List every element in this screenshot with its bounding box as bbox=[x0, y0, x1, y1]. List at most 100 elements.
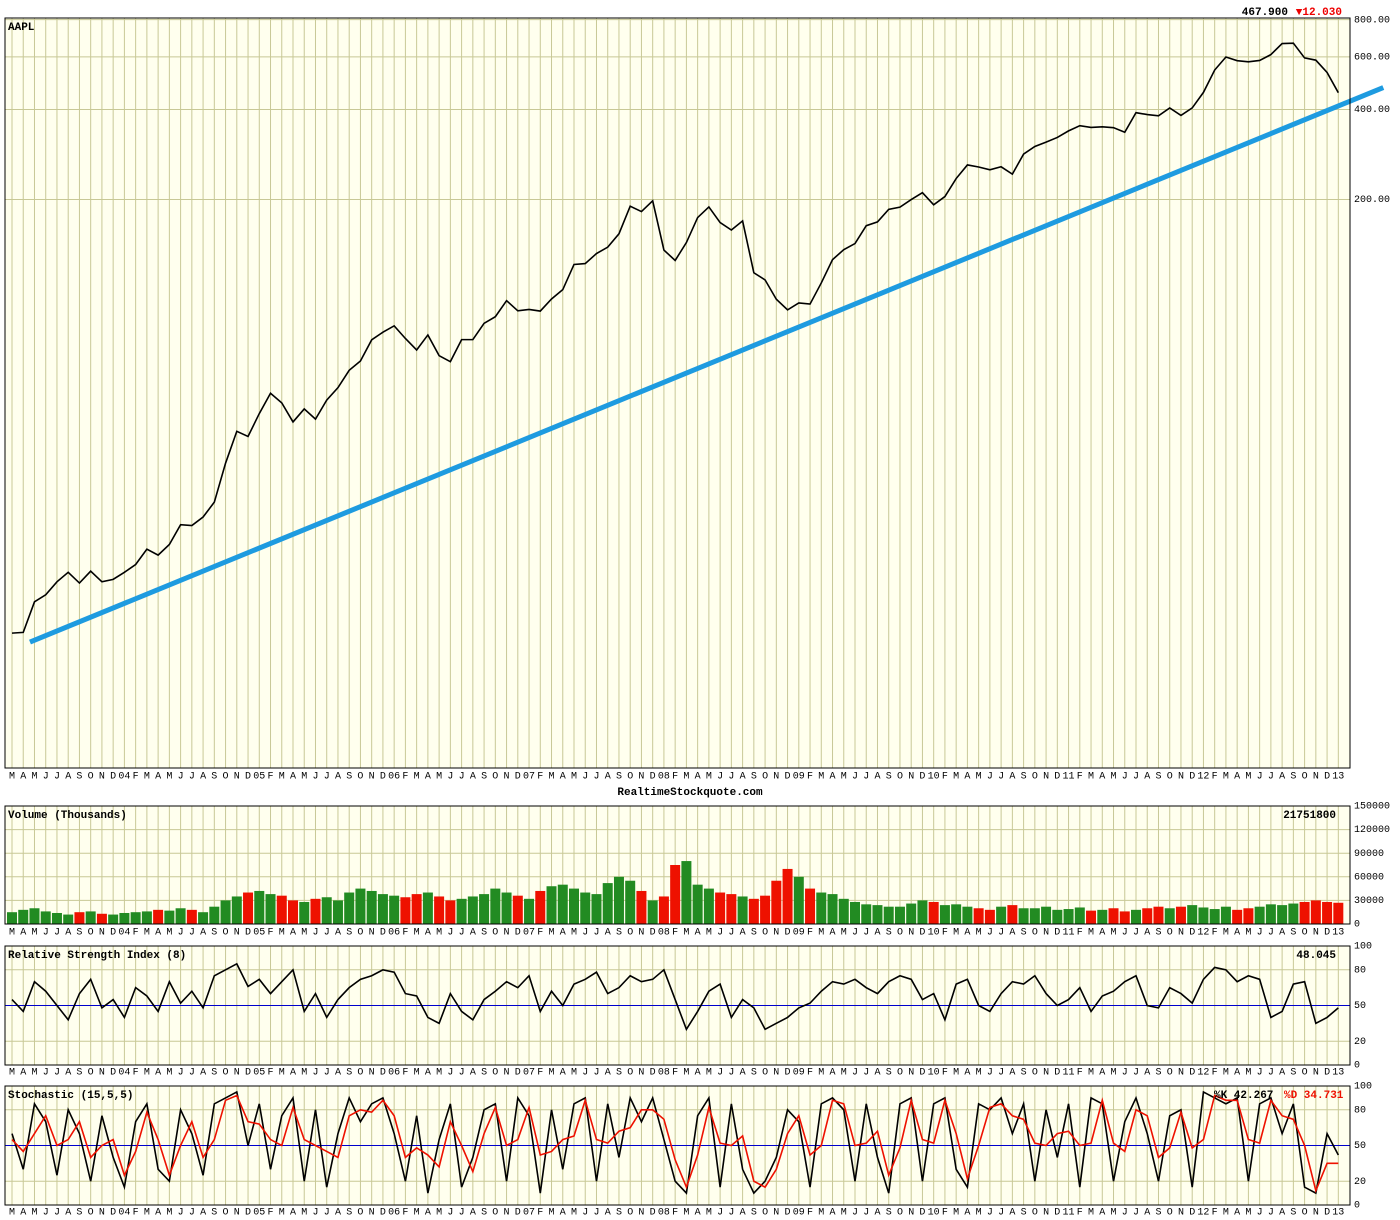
x-tick-label: D bbox=[1324, 1208, 1330, 1219]
x-tick-label: M bbox=[279, 772, 285, 783]
x-tick-label: D bbox=[919, 772, 925, 783]
x-tick-label: J bbox=[189, 1208, 195, 1219]
volume-bar bbox=[861, 904, 872, 924]
volume-bar bbox=[1164, 908, 1175, 924]
volume-bar bbox=[1310, 900, 1321, 924]
x-tick-label: A bbox=[560, 1208, 566, 1219]
trend-line bbox=[29, 85, 1385, 645]
x-tick-label: F bbox=[133, 1208, 139, 1219]
x-tick-label: 10 bbox=[928, 1208, 940, 1219]
last-label: 21751800 bbox=[1283, 810, 1336, 822]
volume-bar bbox=[894, 906, 905, 924]
x-tick-label: S bbox=[1290, 928, 1296, 939]
x-tick-label: J bbox=[852, 1208, 858, 1219]
x-tick-label: A bbox=[290, 928, 296, 939]
x-tick-label: A bbox=[290, 1068, 296, 1079]
x-tick-label: J bbox=[852, 928, 858, 939]
x-tick-label: M bbox=[706, 928, 712, 939]
x-tick-label: M bbox=[571, 1208, 577, 1219]
x-tick-label: A bbox=[830, 928, 836, 939]
x-tick-label: A bbox=[1279, 928, 1285, 939]
volume-bar bbox=[254, 890, 265, 924]
x-tick-label: A bbox=[605, 772, 611, 783]
volume-bar bbox=[1288, 903, 1299, 924]
x-tick-label: A bbox=[335, 928, 341, 939]
x-tick-label: O bbox=[1032, 1068, 1038, 1079]
volume-bar bbox=[917, 900, 928, 924]
x-tick-label: O bbox=[627, 1068, 633, 1079]
x-tick-label: F bbox=[1212, 1068, 1218, 1079]
x-tick-label: M bbox=[1245, 772, 1251, 783]
x-tick-label: M bbox=[976, 928, 982, 939]
volume-bar bbox=[321, 897, 332, 924]
x-tick-label: F bbox=[1077, 928, 1083, 939]
x-tick-label: N bbox=[773, 1068, 779, 1079]
x-tick-label: M bbox=[841, 1208, 847, 1219]
volume-bar bbox=[1131, 909, 1141, 924]
panel-title: Volume (Thousands) bbox=[8, 810, 127, 822]
x-tick-label: M bbox=[166, 928, 172, 939]
x-tick-label: 07 bbox=[523, 928, 535, 939]
volume-bar bbox=[1007, 905, 1018, 924]
x-tick-label: J bbox=[582, 928, 588, 939]
y-tick-label: 200.00 bbox=[1354, 195, 1390, 206]
volume-bar bbox=[198, 912, 209, 924]
x-tick-label: F bbox=[402, 772, 408, 783]
volume-bar bbox=[18, 909, 29, 924]
x-tick-label: 08 bbox=[658, 1068, 670, 1079]
x-tick-label: J bbox=[998, 928, 1004, 939]
x-tick-label: S bbox=[211, 1068, 217, 1079]
x-tick-label: D bbox=[785, 928, 791, 939]
volume-bar bbox=[130, 912, 141, 924]
x-tick-label: D bbox=[245, 772, 251, 783]
volume-bar bbox=[1198, 907, 1209, 924]
x-tick-label: A bbox=[560, 1068, 566, 1079]
x-tick-label: N bbox=[1043, 1208, 1049, 1219]
x-tick-label: F bbox=[1077, 1068, 1083, 1079]
x-tick-label: M bbox=[31, 1068, 37, 1079]
volume-bar bbox=[1097, 909, 1108, 924]
x-tick-label: N bbox=[773, 772, 779, 783]
volume-bar bbox=[602, 883, 613, 924]
y-tick-label: 0 bbox=[1354, 920, 1360, 931]
x-tick-label: 12 bbox=[1197, 928, 1209, 939]
volume-bar bbox=[973, 908, 984, 924]
panel-border bbox=[4, 805, 1351, 925]
volume-bar bbox=[512, 895, 523, 924]
x-tick-label: F bbox=[1077, 772, 1083, 783]
x-tick-label: N bbox=[369, 928, 375, 939]
x-tick-label: A bbox=[874, 928, 880, 939]
x-tick-label: D bbox=[650, 772, 656, 783]
x-tick-label: A bbox=[1099, 772, 1105, 783]
x-tick-label: A bbox=[830, 1068, 836, 1079]
x-tick-label: J bbox=[447, 1068, 453, 1079]
x-tick-label: M bbox=[1088, 1208, 1094, 1219]
volume-bar bbox=[276, 895, 287, 924]
x-tick-label: F bbox=[537, 928, 543, 939]
x-tick-label: N bbox=[1313, 1208, 1319, 1219]
x-tick-label: J bbox=[1268, 1208, 1274, 1219]
x-tick-label: M bbox=[818, 772, 824, 783]
x-tick-label: M bbox=[571, 772, 577, 783]
y-tick-label: 20 bbox=[1354, 1177, 1366, 1188]
x-tick-label: A bbox=[20, 1068, 26, 1079]
x-tick-label: S bbox=[1021, 772, 1027, 783]
volume-bar bbox=[1209, 909, 1220, 924]
x-tick-label: S bbox=[76, 928, 82, 939]
x-tick-label: M bbox=[571, 928, 577, 939]
volume-bar bbox=[51, 912, 62, 924]
x-tick-label: M bbox=[301, 772, 307, 783]
x-tick-label: O bbox=[223, 928, 229, 939]
x-tick-label: A bbox=[695, 1068, 701, 1079]
x-tick-label: M bbox=[1223, 1208, 1229, 1219]
x-tick-label: A bbox=[1234, 772, 1240, 783]
x-tick-label: J bbox=[1257, 772, 1263, 783]
x-tick-label: O bbox=[492, 1208, 498, 1219]
x-tick-label: A bbox=[1009, 1208, 1015, 1219]
x-tick-label: A bbox=[560, 772, 566, 783]
x-tick-label: D bbox=[1189, 772, 1195, 783]
x-tick-label: A bbox=[874, 1208, 880, 1219]
x-tick-label: A bbox=[964, 772, 970, 783]
y-tick-label: 150000 bbox=[1354, 802, 1390, 813]
x-tick-label: N bbox=[773, 928, 779, 939]
